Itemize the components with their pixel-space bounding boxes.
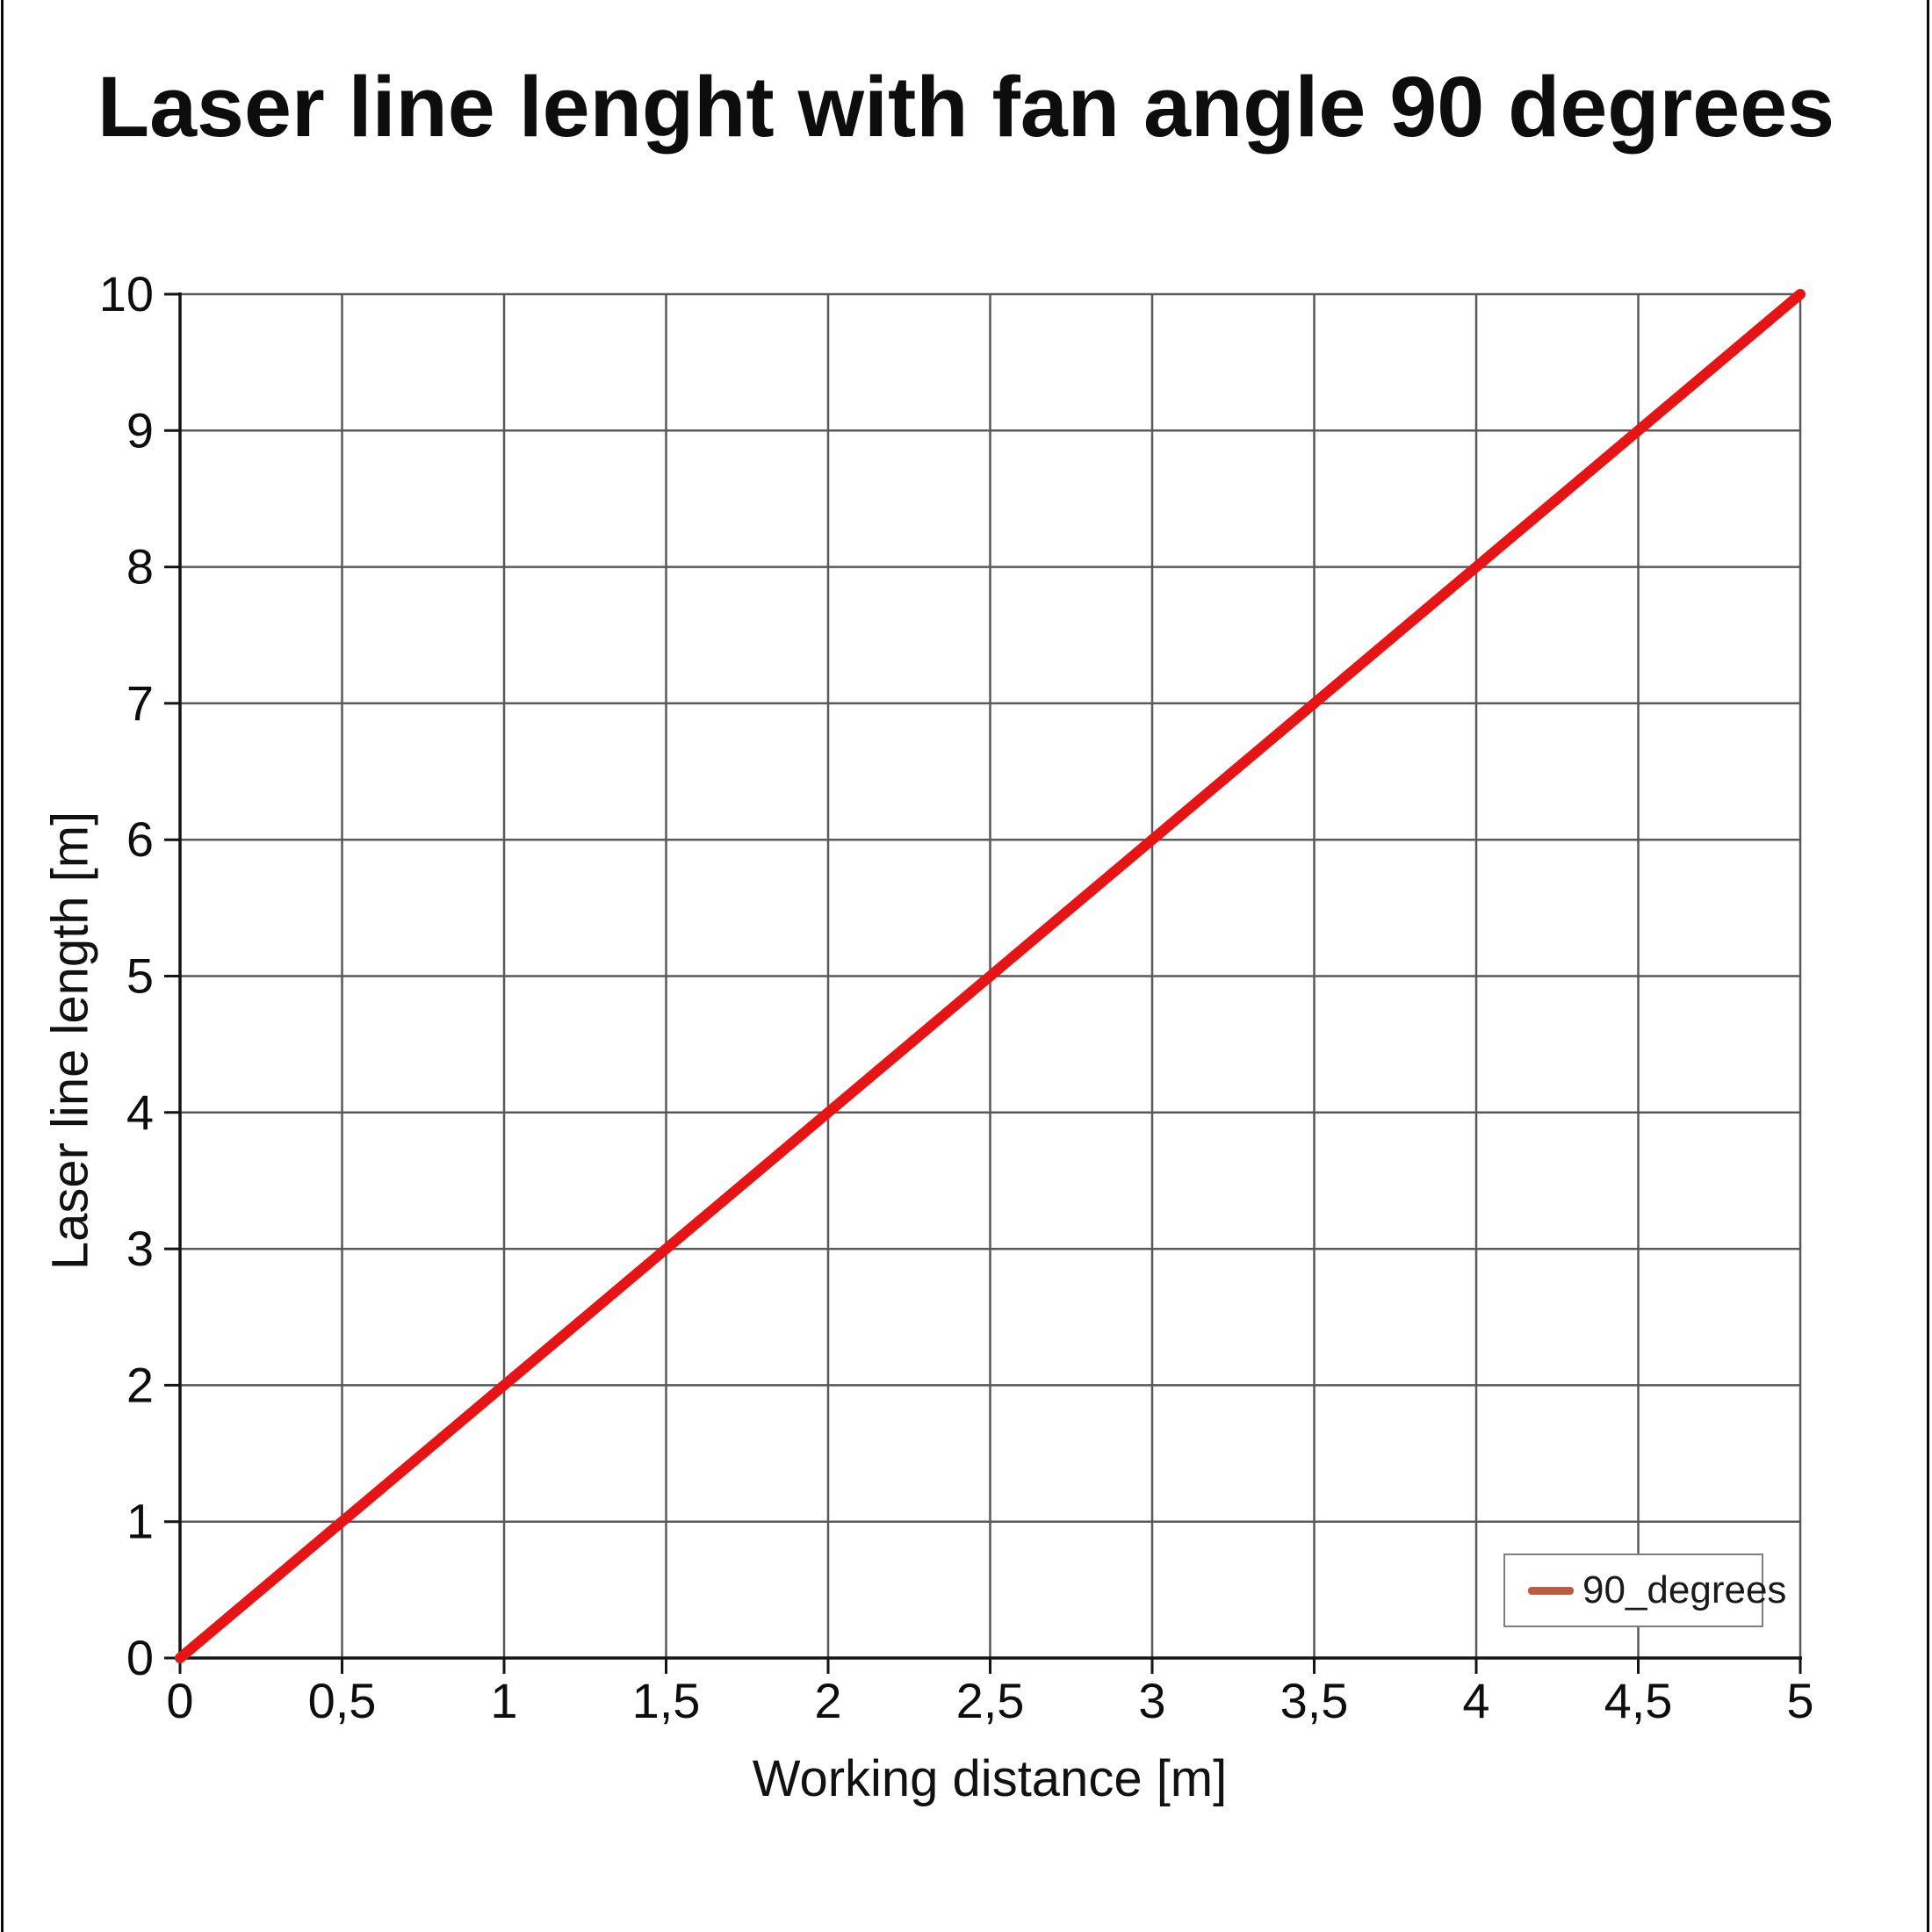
page-border-left — [1, 0, 4, 1932]
y-tick-label: 1 — [126, 1494, 154, 1549]
legend-line-swatch — [1528, 1586, 1574, 1595]
x-tick-label: 4,5 — [1604, 1673, 1673, 1728]
x-tick-label: 5 — [1786, 1673, 1813, 1728]
x-tick-label: 1,5 — [632, 1673, 701, 1728]
legend-series-label: 90_degrees — [1582, 1568, 1787, 1611]
chart-title: Laser line lenght with fan angle 90 degr… — [97, 59, 1835, 155]
x-tick-label: 0,5 — [308, 1673, 377, 1728]
y-tick-label: 7 — [126, 675, 154, 731]
x-tick-label: 0 — [166, 1673, 193, 1728]
y-tick-label: 3 — [126, 1221, 154, 1276]
y-tick-label: 8 — [126, 539, 154, 595]
y-tick-label: 5 — [126, 948, 154, 1004]
page-border-right — [1927, 0, 1929, 1932]
y-axis-title: Laser line length [m] — [41, 811, 99, 1271]
y-tick-label: 2 — [126, 1357, 154, 1412]
x-axis-title: Working distance [m] — [752, 1750, 1228, 1807]
series-line — [175, 289, 1806, 1663]
x-tick-label: 2,5 — [956, 1673, 1025, 1728]
x-tick-label: 3,5 — [1280, 1673, 1349, 1728]
x-tick-label: 3 — [1138, 1673, 1165, 1728]
y-tick-label: 0 — [126, 1630, 154, 1685]
x-tick-label: 1 — [490, 1673, 517, 1728]
y-tick-label: 9 — [126, 402, 154, 458]
x-tick-label: 4 — [1462, 1673, 1489, 1728]
legend: 90_degrees — [1503, 1554, 1786, 1627]
y-tick-label: 10 — [99, 266, 154, 321]
x-tick-label: 2 — [814, 1673, 841, 1728]
y-tick-label: 6 — [126, 811, 154, 867]
y-tick-label: 4 — [126, 1085, 154, 1140]
